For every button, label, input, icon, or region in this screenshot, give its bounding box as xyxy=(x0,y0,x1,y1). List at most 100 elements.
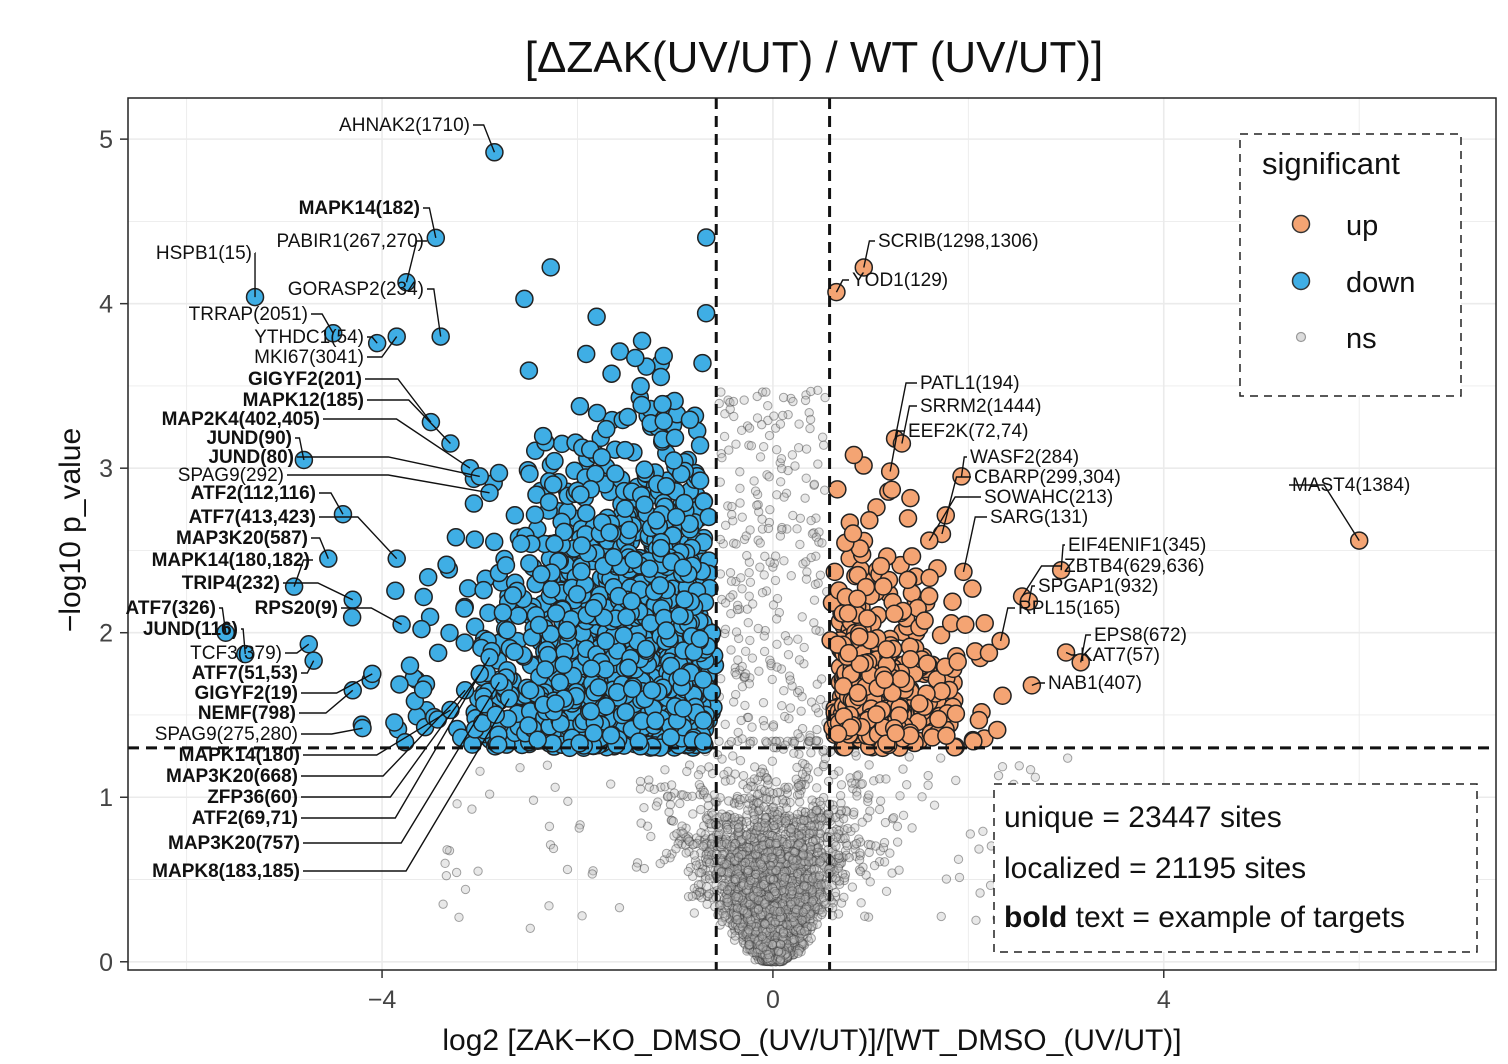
ns-point xyxy=(813,578,823,588)
ns-point xyxy=(735,498,745,508)
ns-point xyxy=(806,515,816,526)
ns-point xyxy=(777,950,788,960)
ns-point xyxy=(716,866,727,877)
ns-point xyxy=(792,925,802,935)
ns-point xyxy=(810,835,821,845)
ns-point xyxy=(772,952,782,963)
ns-point xyxy=(895,791,905,801)
ns-point xyxy=(696,804,706,815)
ns-point xyxy=(762,945,772,956)
ns-point xyxy=(760,954,770,964)
ns-point xyxy=(663,791,673,801)
ns-point xyxy=(788,880,799,890)
ns-point xyxy=(780,891,791,901)
ns-point xyxy=(745,577,756,587)
ns-point xyxy=(772,662,782,672)
ns-point xyxy=(850,823,860,833)
ns-point xyxy=(716,387,726,397)
ns-point xyxy=(767,756,778,766)
ns-point xyxy=(767,937,778,948)
ns-point xyxy=(784,713,794,724)
ns-point xyxy=(761,939,772,950)
ns-point xyxy=(678,790,688,800)
ns-point xyxy=(722,824,733,835)
ns-point xyxy=(777,524,787,535)
ns-point xyxy=(759,570,769,580)
ns-point xyxy=(741,831,752,841)
ns-point xyxy=(733,823,744,833)
ns-point xyxy=(744,591,754,601)
ns-point xyxy=(750,486,761,496)
ns-point xyxy=(880,817,891,828)
ns-point xyxy=(733,852,744,862)
ns-point xyxy=(739,395,749,405)
ns-point xyxy=(753,863,763,873)
ns-point xyxy=(791,942,801,952)
ns-point xyxy=(812,724,822,735)
ns-point xyxy=(768,722,779,732)
ns-point xyxy=(894,865,904,875)
ns-point xyxy=(757,935,767,945)
ns-point xyxy=(744,856,754,866)
ns-point xyxy=(484,789,495,799)
ns-point xyxy=(740,646,751,657)
ns-point xyxy=(763,934,773,944)
ns-point xyxy=(794,655,805,665)
ns-point xyxy=(767,943,777,953)
ns-point xyxy=(574,823,584,833)
ns-point xyxy=(777,885,788,896)
ns-point xyxy=(731,539,741,549)
ns-point xyxy=(720,812,730,822)
ns-point xyxy=(799,902,810,913)
ns-point xyxy=(764,891,774,902)
ns-point xyxy=(750,928,761,938)
ns-point xyxy=(793,914,804,924)
ns-point xyxy=(689,850,700,860)
ns-point xyxy=(791,918,802,928)
ns-point xyxy=(788,510,798,521)
ns-point xyxy=(702,793,713,803)
ns-point xyxy=(785,675,796,685)
ns-point xyxy=(780,855,790,865)
ns-point xyxy=(773,946,784,956)
ns-point xyxy=(770,940,780,950)
ns-point xyxy=(811,625,821,635)
ns-point xyxy=(779,686,789,696)
ns-point xyxy=(765,861,776,871)
ns-point xyxy=(776,893,786,903)
ns-point xyxy=(816,674,827,684)
ns-point xyxy=(802,932,813,942)
ns-point xyxy=(733,727,743,738)
ns-point xyxy=(775,904,785,914)
ns-point xyxy=(660,765,670,775)
ns-point xyxy=(769,944,779,954)
ns-point xyxy=(636,818,646,828)
ns-point xyxy=(794,830,804,841)
ns-point xyxy=(731,627,742,637)
ns-point xyxy=(692,885,702,896)
down-point xyxy=(570,397,590,416)
ns-point xyxy=(935,753,946,763)
ns-point xyxy=(758,942,768,952)
ns-point xyxy=(806,896,816,906)
ns-point xyxy=(728,907,738,918)
ns-point xyxy=(729,882,740,892)
ns-point xyxy=(864,760,874,770)
ns-point xyxy=(606,779,616,789)
ns-point xyxy=(759,631,769,641)
ns-point xyxy=(759,646,770,657)
ns-point xyxy=(794,419,804,429)
ns-point xyxy=(735,467,745,477)
ns-point xyxy=(760,945,770,955)
ns-point xyxy=(954,872,965,883)
ns-point xyxy=(739,844,749,854)
ns-point xyxy=(756,847,766,857)
ns-point xyxy=(800,395,811,406)
ns-point xyxy=(857,817,867,827)
ns-point xyxy=(781,816,791,826)
ns-point xyxy=(715,674,726,684)
ns-point xyxy=(769,921,780,932)
ns-point xyxy=(765,952,775,962)
ns-point xyxy=(655,858,665,869)
ns-point xyxy=(773,946,784,957)
